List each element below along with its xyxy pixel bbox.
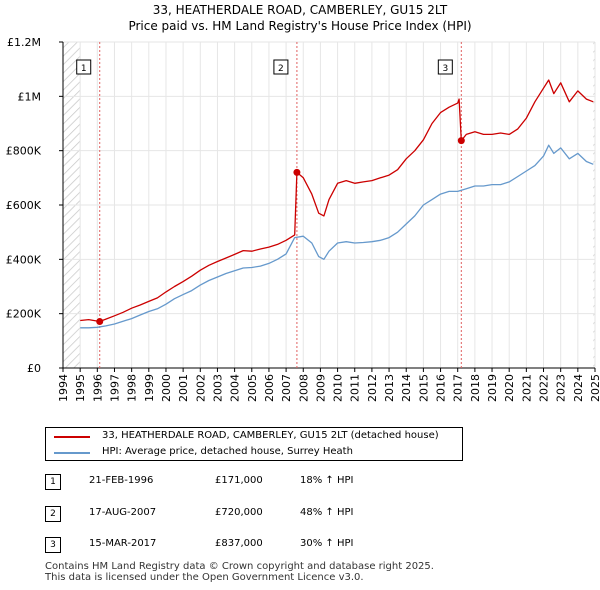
x-tick-label: 1999 (143, 374, 156, 402)
legend-item-hpi: HPI: Average price, detached house, Surr… (54, 445, 464, 459)
chart-subtitle: Price paid vs. HM Land Registry's House … (128, 19, 472, 33)
chart-title: 33, HEATHERDALE ROAD, CAMBERLEY, GU15 2L… (152, 3, 448, 17)
legend-swatch-price (54, 436, 90, 438)
x-tick-label: 1996 (91, 374, 104, 402)
sale-hpi-change: 18% ↑ HPI (300, 475, 354, 486)
x-tick-label: 2010 (332, 374, 345, 402)
chart-legend: 33, HEATHERDALE ROAD, CAMBERLEY, GU15 2L… (45, 427, 463, 461)
x-tick-label: 2013 (383, 374, 396, 402)
x-tick-label: 2020 (503, 374, 516, 402)
price-paid-line (80, 79, 594, 323)
sale-marker-box (76, 59, 92, 75)
x-tick-label: 2009 (314, 374, 327, 402)
sale-date: 17-AUG-2007 (89, 507, 157, 518)
x-tick-label: 2001 (177, 374, 190, 402)
sale-marker-box (437, 59, 453, 75)
sale-marker-label: 3 (442, 64, 448, 74)
x-tick-label: 2024 (572, 374, 585, 402)
sale-number: 3 (45, 537, 61, 553)
sale-marker-label: 2 (278, 64, 284, 74)
sale-point (457, 137, 465, 145)
sale-hpi-change: 30% ↑ HPI (300, 538, 354, 549)
x-tick-label: 2003 (211, 374, 224, 402)
sale-point (293, 168, 301, 176)
sale-row: 1 21-FEB-1996 £171,000 18% ↑ HPI (45, 474, 445, 490)
sale-date: 15-MAR-2017 (89, 538, 157, 549)
y-tick-label: £600K (6, 199, 42, 212)
sale-point (96, 318, 104, 326)
sale-price: £837,000 (215, 538, 263, 549)
footer-copyright: Contains HM Land Registry data © Crown c… (45, 561, 434, 572)
x-tick-label: 2006 (263, 374, 276, 402)
x-tick-label: 2015 (417, 374, 430, 402)
sale-date: 21-FEB-1996 (89, 475, 154, 486)
x-tick-label: 2007 (280, 374, 293, 402)
x-tick-label: 2011 (349, 374, 362, 402)
x-tick-label: 1997 (108, 374, 121, 402)
x-tick-label: 1998 (126, 374, 139, 402)
x-tick-label: 1994 (57, 374, 70, 402)
x-tick-label: 2008 (297, 374, 310, 402)
x-tick-label: 2019 (486, 374, 499, 402)
x-tick-label: 2002 (194, 374, 207, 402)
sale-number: 1 (45, 474, 61, 490)
y-tick-label: £0 (27, 362, 41, 375)
hpi-line (80, 144, 594, 329)
x-tick-label: 2004 (229, 374, 242, 402)
legend-swatch-hpi (54, 452, 90, 454)
x-tick-label: 2017 (452, 374, 465, 402)
sale-number: 2 (45, 506, 61, 522)
x-tick-label: 2005 (246, 374, 259, 402)
x-tick-label: 2023 (555, 374, 568, 402)
x-tick-label: 2014 (400, 374, 413, 402)
y-tick-label: £1.2M (7, 36, 41, 49)
y-tick-label: £1M (18, 90, 42, 103)
legend-label-hpi: HPI: Average price, detached house, Surr… (102, 446, 353, 457)
legend-item-price: 33, HEATHERDALE ROAD, CAMBERLEY, GU15 2L… (54, 429, 464, 443)
sale-row: 3 15-MAR-2017 £837,000 30% ↑ HPI (45, 537, 445, 553)
footer-licence: This data is licensed under the Open Gov… (45, 572, 364, 583)
x-tick-label: 1995 (74, 374, 87, 402)
footer: Contains HM Land Registry data © Crown c… (45, 561, 434, 583)
x-tick-label: 2021 (520, 374, 533, 402)
sale-hpi-change: 48% ↑ HPI (300, 507, 354, 518)
x-tick-label: 2018 (469, 374, 482, 402)
x-tick-label: 2025 (589, 374, 600, 402)
x-tick-label: 2022 (538, 374, 551, 402)
x-tick-label: 2012 (366, 374, 379, 402)
y-tick-label: £400K (6, 253, 42, 266)
sale-row: 2 17-AUG-2007 £720,000 48% ↑ HPI (45, 506, 445, 522)
sale-price: £720,000 (215, 507, 263, 518)
sale-marker-label: 1 (81, 64, 87, 74)
y-tick-label: £200K (6, 308, 42, 321)
x-tick-label: 2000 (160, 374, 173, 402)
price-chart: £0 £200K £400K £600K £800K £1M £1.2M 1994 1995 19… (6, 36, 600, 402)
sale-marker-box (273, 59, 289, 75)
sale-price: £171,000 (215, 475, 263, 486)
y-tick-label: £800K (6, 145, 42, 158)
legend-label-price: 33, HEATHERDALE ROAD, CAMBERLEY, GU15 2L… (102, 430, 439, 441)
x-tick-label: 2016 (435, 374, 448, 402)
